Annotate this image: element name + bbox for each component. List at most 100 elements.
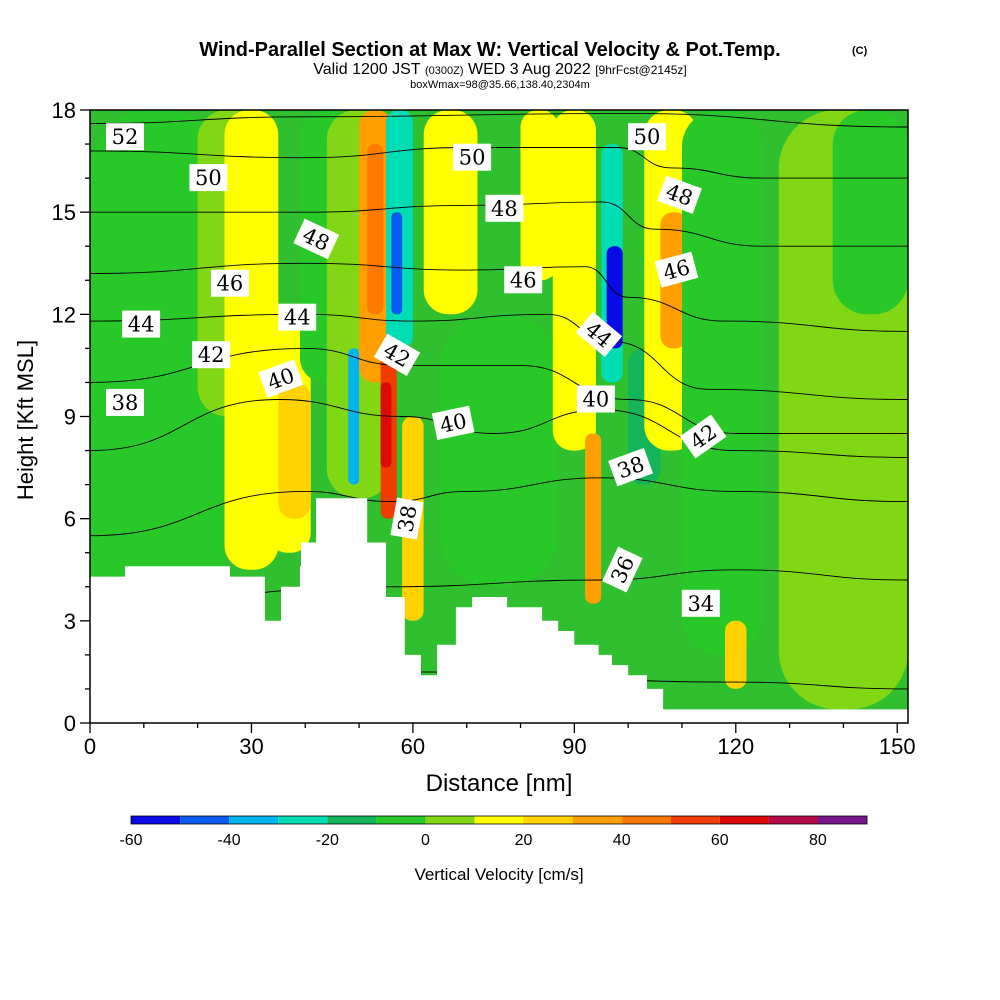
contour-label-box [679,414,727,459]
contour-label-21: 38 [608,447,654,487]
contour-label-box [575,311,623,357]
colorbar-frame [130,815,868,825]
contour-label-text: 50 [459,146,486,170]
x-tick-label: 150 [879,734,916,759]
colorbar-swatch-10 [621,816,671,824]
contour-label-3: 46 [210,269,249,297]
colorbar-swatch-0 [131,816,181,824]
axis-ticks: 0 30 60 90 120 150 0 3 6 9 12 15 18 [52,98,916,759]
contour-label-text: 38 [393,503,421,533]
contour-label-0: 52 [106,123,144,151]
colorbar-tick-label: 80 [809,832,827,849]
contour-label-text: 40 [438,409,469,438]
contour-label-text: 42 [198,343,225,367]
colorbar-tick-label: -20 [316,832,339,849]
contour-label-23: 34 [681,589,720,617]
terrain-mask [90,498,908,723]
x-tick-label: 90 [562,734,586,759]
contour-label-box [656,175,702,214]
contour-label-text: 38 [112,391,139,415]
colorbar-swatch-14 [817,816,867,824]
isentrope-46 [90,262,908,332]
colorbar-swatch-2 [229,816,279,824]
box-info: boxWmax=98@35.66,138.40,2304m [410,79,590,91]
contour-label-text: 46 [217,272,244,296]
contour-label-box [258,359,304,398]
velocity-cell-19 [552,110,596,451]
contour-label-box [453,143,492,171]
valid-prefix: Valid 1200 JST [313,61,421,78]
contour-label-2: 48 [293,218,340,260]
contour-label-text: 50 [634,125,661,149]
colorbar-swatch-13 [768,816,818,824]
isentrope-40 [90,399,908,458]
colorbar-swatch-9 [572,816,622,824]
velocity-cell-8 [348,348,360,485]
contour-label-10: 40 [431,405,475,440]
velocity-cell-27 [725,620,747,689]
contour-label-box [576,385,615,413]
contour-label-box [390,497,424,540]
colorbar-swatch-6 [425,816,475,824]
y-axis-label: Height [Kft MSL] [13,340,38,500]
colorbar-swatch-12 [719,816,769,824]
velocity-cell-29 [832,110,908,315]
y-tick-label: 0 [64,711,76,736]
contour-label-text: 44 [128,313,155,337]
contour-label-text: 40 [583,388,610,412]
colorbar-tick-label: 60 [711,832,729,849]
contour-label-text: 48 [491,197,518,221]
colorbar-swatch-11 [670,816,720,824]
contour-label-text: 44 [284,306,311,330]
valid-utc: (0300Z) [425,65,464,77]
contour-label-box [293,218,340,260]
contour-label-box [602,546,643,593]
contour-label-text: 46 [510,268,537,292]
x-tick-label: 0 [84,734,96,759]
contour-label-14: 46 [504,266,543,294]
y-tick-label: 18 [52,98,76,123]
isentrope-52 [90,112,908,128]
forecast-tag: [9hrFcst@2145z] [595,63,687,77]
valid-time-line: Valid 1200 JST (0300Z) WED 3 Aug 2022 [9… [313,61,687,78]
velocity-cell-20 [585,433,602,604]
colorbar-tick-label: 0 [421,832,430,849]
contour-label-box [608,447,654,487]
contour-label-box [654,251,699,288]
copyright-mark: (C) [852,45,868,57]
contour-label-11: 38 [390,497,424,540]
contour-label-text: 34 [687,592,714,616]
contour-label-box [504,266,543,294]
x-tick-label: 120 [717,734,754,759]
contour-label-17: 46 [654,251,699,288]
contour-label-box [373,333,421,376]
contour-label-box [122,310,161,338]
contour-label-box [106,388,144,416]
colorbar-swatch-8 [523,816,573,824]
y-tick-label: 12 [52,302,76,327]
contour-label-box [192,341,231,369]
x-tick-label: 30 [239,734,263,759]
velocity-cell-3 [235,110,268,553]
contour-label-box [431,405,475,440]
y-tick-label: 6 [64,507,76,532]
colorbar-tick-label: 20 [515,832,533,849]
contour-label-box [681,589,720,617]
velocity-cell-12 [380,382,392,468]
contour-label-text: 50 [195,166,222,190]
colorbar-swatch-1 [180,816,230,824]
velocity-cell-14 [391,212,403,315]
isentrope-48 [90,201,908,247]
contour-label-12: 50 [453,143,492,171]
colorbar-swatch-3 [278,816,328,824]
contour-label-9: 38 [106,388,144,416]
x-axis-label: Distance [nm] [426,770,573,797]
contour-label-box [106,123,144,151]
isentrope-50 [90,147,908,179]
velocity-cell-22 [606,246,623,349]
contour-label-15: 50 [628,123,666,151]
velocity-cell-10 [367,144,384,315]
velocity-cell-5 [278,382,311,519]
